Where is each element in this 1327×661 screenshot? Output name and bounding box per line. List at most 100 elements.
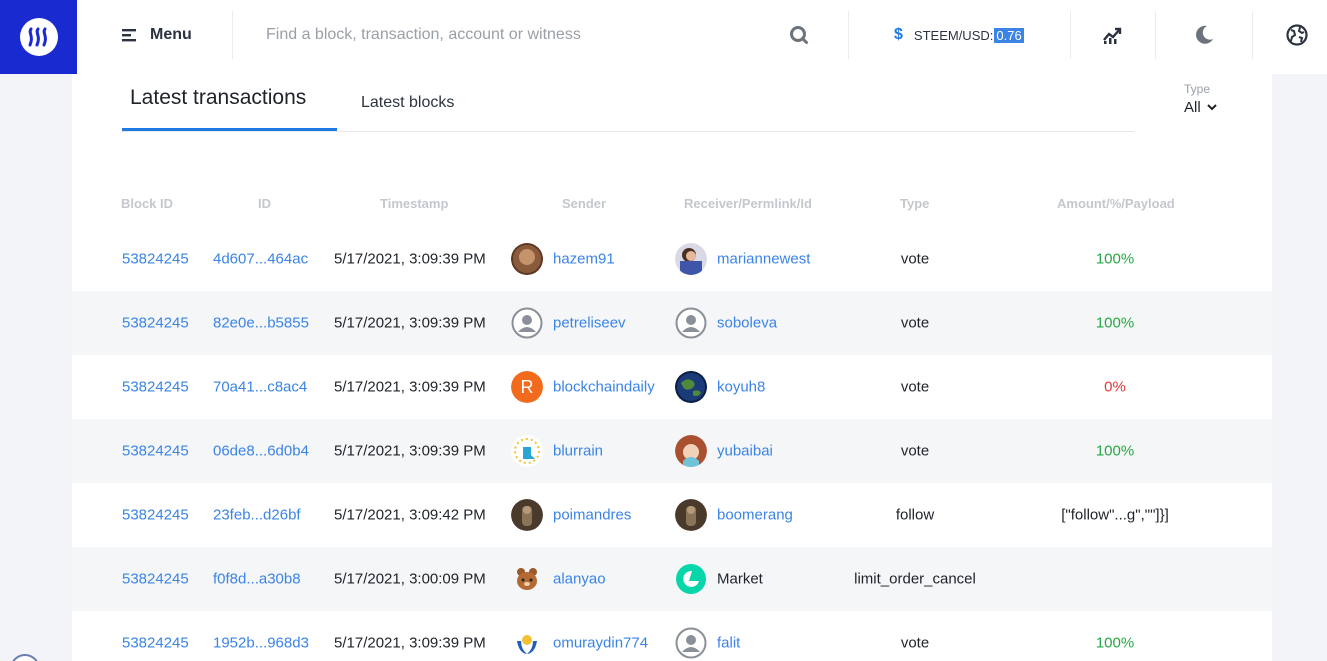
timestamp: 5/17/2021, 3:09:39 PM <box>334 442 486 460</box>
sender-link[interactable]: poimandres <box>553 506 632 524</box>
receiver-avatar[interactable] <box>675 627 707 659</box>
transaction-id-link[interactable]: 23feb...d26bf <box>213 506 301 524</box>
table-row: 53824245 82e0e...b5855 5/17/2021, 3:09:3… <box>72 291 1272 355</box>
block-id-link[interactable]: 53824245 <box>122 634 189 652</box>
timestamp: 5/17/2021, 3:09:42 PM <box>334 506 486 524</box>
receiver-avatar[interactable] <box>675 371 707 403</box>
sender-avatar[interactable] <box>511 563 543 595</box>
block-id-link[interactable]: 53824245 <box>122 570 189 588</box>
receiver-avatar[interactable] <box>675 307 707 339</box>
transaction-id-link[interactable]: 06de8...6d0b4 <box>213 442 309 460</box>
amount-value: 100% <box>1095 314 1135 332</box>
transaction-id-link[interactable]: 70a41...c8ac4 <box>213 378 308 396</box>
transaction-id-link[interactable]: 4d607...464ac <box>213 250 309 268</box>
type-select[interactable]: All <box>1184 99 1217 116</box>
price-value: 0.76 <box>994 27 1024 43</box>
table-row: 53824245 06de8...6d0b4 5/17/2021, 3:09:3… <box>72 419 1272 483</box>
timestamp: 5/17/2021, 3:00:09 PM <box>334 570 486 588</box>
receiver-avatar[interactable] <box>675 435 707 467</box>
column-header-id: ID <box>258 196 271 211</box>
menu-icon <box>122 29 136 42</box>
steem-logo[interactable] <box>0 0 77 74</box>
divider <box>1252 11 1253 59</box>
tab-bar: Latest transactions Latest blocks <box>122 74 1134 132</box>
receiver-link[interactable]: falit <box>717 634 741 652</box>
amount-value: 0% <box>1104 378 1126 396</box>
receiver-avatar[interactable] <box>675 499 707 531</box>
timestamp: 5/17/2021, 3:09:39 PM <box>334 634 486 652</box>
menu-button[interactable]: Menu <box>122 24 192 46</box>
receiver-link[interactable]: mariannewest <box>717 250 811 268</box>
steem-logo-icon <box>19 18 58 56</box>
type-filter-caption: Type <box>1184 82 1211 96</box>
column-header-type: Type <box>900 196 930 211</box>
operation-type: vote <box>900 442 930 460</box>
column-header-block-id: Block ID <box>121 196 174 211</box>
table-row: 53824245 1952b...968d3 5/17/2021, 3:09:3… <box>72 611 1272 661</box>
chart-icon[interactable] <box>1100 23 1124 47</box>
tab-latest-blocks[interactable]: Latest blocks <box>361 94 455 111</box>
sender-avatar[interactable] <box>511 435 543 467</box>
table-row: 53824245 4d607...464ac 5/17/2021, 3:09:3… <box>72 227 1272 291</box>
search-input[interactable] <box>266 22 766 48</box>
receiver-link[interactable]: boomerang <box>717 506 793 524</box>
sender-link[interactable]: hazem91 <box>553 250 615 268</box>
table-row: 53824245 70a41...c8ac4 5/17/2021, 3:09:3… <box>72 355 1272 419</box>
sender-avatar[interactable] <box>511 499 543 531</box>
menu-label: Menu <box>150 26 192 43</box>
transaction-id-link[interactable]: f0f8d...a30b8 <box>213 570 301 588</box>
operation-type: vote <box>900 634 930 652</box>
block-id-link[interactable]: 53824245 <box>122 378 189 396</box>
operation-type: vote <box>900 378 930 396</box>
block-id-link[interactable]: 53824245 <box>122 314 189 332</box>
operation-type: follow <box>895 506 935 524</box>
amount-value: 100% <box>1095 250 1135 268</box>
receiver-link[interactable]: koyuh8 <box>717 378 766 396</box>
operation-type: limit_order_cancel <box>854 570 976 588</box>
timestamp: 5/17/2021, 3:09:39 PM <box>334 250 486 268</box>
sender-link[interactable]: alanyao <box>553 570 606 588</box>
globe-icon[interactable] <box>1285 23 1309 47</box>
sender-avatar[interactable] <box>511 307 543 339</box>
sender-avatar[interactable] <box>511 243 543 275</box>
sender-link[interactable]: blurrain <box>553 442 604 460</box>
svg-text:R: R <box>521 377 534 397</box>
column-header-sender: Sender <box>562 196 607 211</box>
column-header-receiver: Receiver/Permlink/Id <box>684 196 812 211</box>
divider <box>1070 11 1071 59</box>
amount-value: 100% <box>1095 442 1135 460</box>
sender-link[interactable]: omuraydin774 <box>553 634 649 652</box>
divider <box>848 11 849 59</box>
operation-type: vote <box>900 314 930 332</box>
receiver-link[interactable]: soboleva <box>717 314 778 332</box>
dollar-icon: $ <box>894 26 903 43</box>
sender-avatar[interactable] <box>511 627 543 659</box>
sender-link[interactable]: blockchaindaily <box>553 378 655 396</box>
receiver-avatar[interactable] <box>675 243 707 275</box>
divider <box>232 11 233 59</box>
table-row: 53824245 f0f8d...a30b8 5/17/2021, 3:00:0… <box>72 547 1272 611</box>
timestamp: 5/17/2021, 3:09:39 PM <box>334 378 486 396</box>
transaction-id-link[interactable]: 1952b...968d3 <box>213 634 309 652</box>
corner-widget-icon[interactable] <box>10 654 40 661</box>
chevron-down-icon <box>1206 104 1217 111</box>
tab-latest-transactions[interactable]: Latest transactions <box>122 86 337 131</box>
block-id-link[interactable]: 53824245 <box>122 506 189 524</box>
receiver-link[interactable]: yubaibai <box>717 442 773 460</box>
sender-avatar[interactable]: R <box>511 371 543 403</box>
operation-type: vote <box>900 250 930 268</box>
block-id-link[interactable]: 53824245 <box>122 442 189 460</box>
type-select-value: All <box>1184 99 1201 116</box>
block-id-link[interactable]: 53824245 <box>122 250 189 268</box>
price-label: STEEM/USD: <box>913 27 994 43</box>
moon-icon[interactable] <box>1192 23 1216 47</box>
transaction-id-link[interactable]: 82e0e...b5855 <box>213 314 309 332</box>
amount-value: 100% <box>1095 634 1135 652</box>
type-filter: Type All <box>1184 82 1217 116</box>
column-header-timestamp: Timestamp <box>380 196 449 211</box>
search-icon[interactable] <box>789 25 809 45</box>
price-ticker: $ STEEM/USD: 0.76 <box>894 24 1024 46</box>
receiver-label: Market <box>717 570 763 588</box>
sender-link[interactable]: petreliseev <box>553 314 626 332</box>
table-row: 53824245 23feb...d26bf 5/17/2021, 3:09:4… <box>72 483 1272 547</box>
